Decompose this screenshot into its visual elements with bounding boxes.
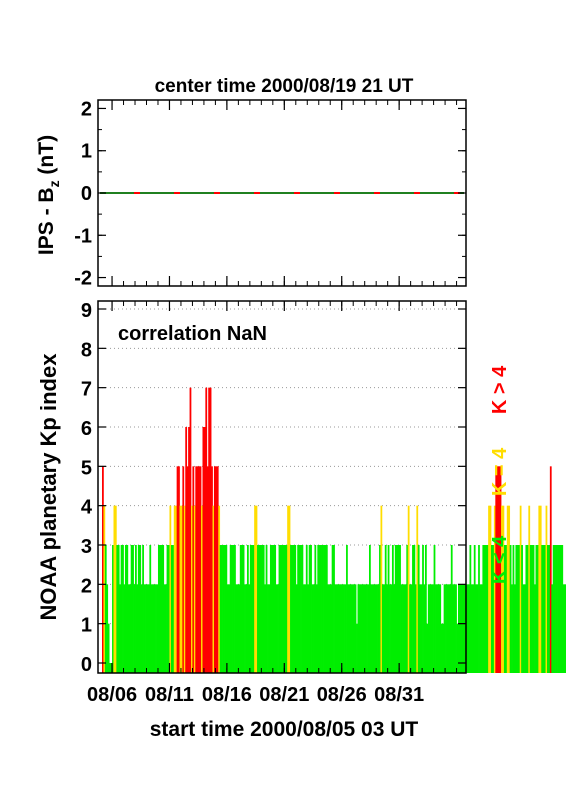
kp-y-tick-label: 9 xyxy=(81,300,92,322)
kp-x-tick-label: 08/06 xyxy=(87,684,137,706)
kp-x-tick-label: 08/31 xyxy=(374,684,424,706)
kp-y-tick-label: 2 xyxy=(81,575,92,597)
legend-k-greater-4: K > 4 xyxy=(489,365,511,414)
kp-y-tick-label: 7 xyxy=(81,379,92,401)
kp-y-tick-label: 5 xyxy=(81,457,92,479)
bz-y-axis-label: IPS - Bz (nT) xyxy=(35,135,62,255)
kp-y-tick-label: 3 xyxy=(81,536,92,558)
bz-y-tick-label: 2 xyxy=(81,98,92,120)
correlation-annotation: correlation NaN xyxy=(118,323,267,345)
kp-y-tick-label: 1 xyxy=(81,615,92,637)
bz-y-tick-label: 1 xyxy=(81,141,92,163)
bz-y-tick-label: 0 xyxy=(81,183,92,205)
bz-y-tick-label: -1 xyxy=(74,225,92,247)
legend-k-less-4: K < 4 xyxy=(489,535,511,584)
kp-x-axis-label: start time 2000/08/05 03 UT xyxy=(150,718,419,741)
bz-chart-title: center time 2000/08/19 21 UT xyxy=(155,76,414,97)
kp-y-tick-label: 0 xyxy=(81,654,92,676)
kp-x-tick-label: 08/26 xyxy=(317,684,367,706)
kp-y-tick-label: 4 xyxy=(81,497,93,519)
kp-x-tick-label: 08/11 xyxy=(145,684,194,706)
kp-x-tick-label: 08/21 xyxy=(259,684,309,706)
kp-y-tick-label: 6 xyxy=(81,418,92,440)
kp-y-tick-label: 8 xyxy=(81,339,92,361)
kp-x-tick-label: 08/16 xyxy=(202,684,252,706)
kp-y-axis-label: NOAA planetary Kp index xyxy=(36,353,61,621)
bz-y-tick-label: -2 xyxy=(74,268,92,290)
legend-k-equal-4: K = 4 xyxy=(489,447,511,496)
